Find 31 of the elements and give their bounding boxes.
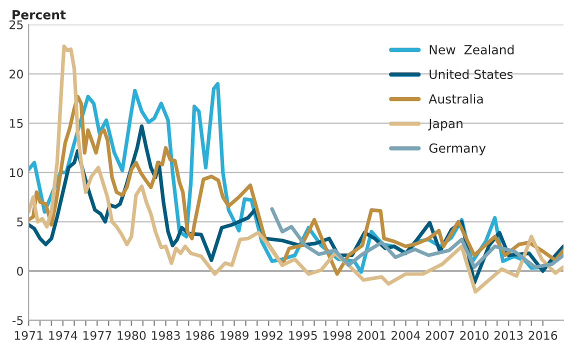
y-tick-label: 25 — [10, 20, 23, 30]
x-tick-label: 2013 — [494, 330, 523, 340]
x-tick-label: 2004 — [392, 330, 420, 340]
x-tick-label: 1983 — [152, 330, 180, 340]
line-series — [28, 44, 564, 294]
x-tick-label: 1977 — [83, 330, 112, 340]
x-tick-label: 1998 — [323, 330, 352, 340]
y-tick-label: -5 — [12, 316, 23, 325]
x-tick-label: 1992 — [254, 330, 282, 340]
line-series — [270, 207, 564, 269]
x-tick-label: 2016 — [528, 330, 558, 340]
legend-label: New Zealand — [430, 44, 514, 54]
x-tick-label: 1986 — [186, 330, 214, 340]
y-tick-label: 10 — [10, 168, 23, 178]
x-tick-label: 1989 — [220, 330, 248, 340]
y-tick-label: 0 — [17, 266, 23, 276]
x-tick-label: 2010 — [460, 330, 489, 340]
legend-label: Germany — [429, 143, 486, 156]
x-tick-label: 2001 — [357, 330, 386, 340]
legend-label: United States — [430, 69, 513, 80]
x-tick-label: 1971 — [14, 330, 43, 340]
legend-label: Japan — [428, 118, 462, 131]
x-tick-label: 2007 — [426, 330, 454, 340]
x-tick-label: 1980 — [118, 330, 146, 340]
legend-label: Australia — [428, 94, 483, 104]
y-tick-label: 5 — [17, 218, 23, 226]
y-tick-label: 20 — [10, 70, 23, 79]
x-tick-label: 1995 — [289, 330, 317, 340]
x-tick-label: 1974 — [49, 330, 78, 340]
y-axis-title: Percent — [12, 10, 66, 20]
y-tick-label: 15 — [10, 119, 23, 128]
